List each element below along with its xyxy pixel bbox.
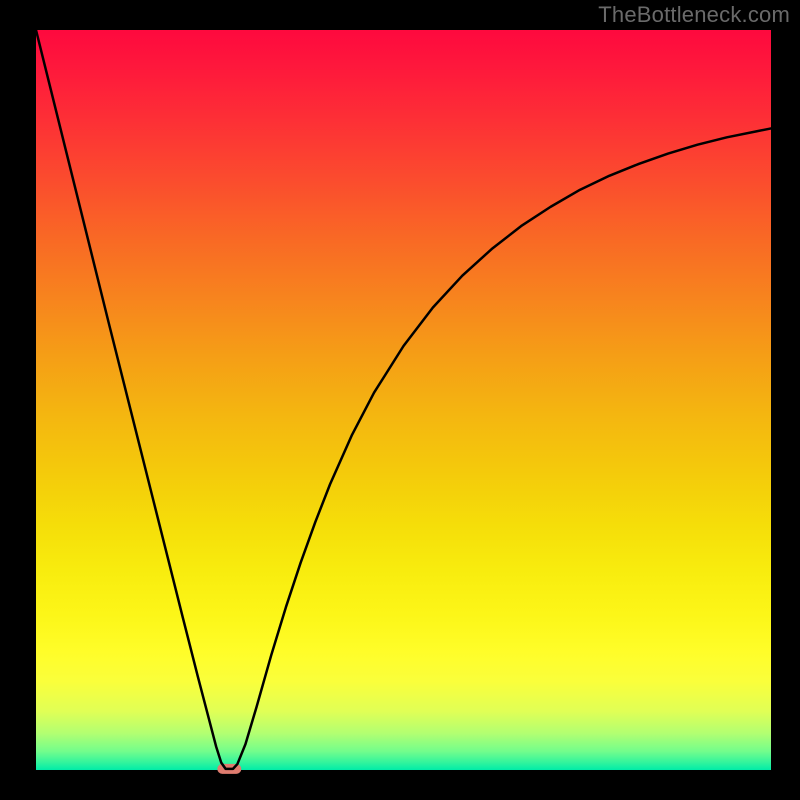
chart-plot-background (36, 30, 771, 770)
chart-container: TheBottleneck.com (0, 0, 800, 800)
watermark-text: TheBottleneck.com (598, 2, 790, 28)
bottleneck-chart (0, 0, 800, 800)
